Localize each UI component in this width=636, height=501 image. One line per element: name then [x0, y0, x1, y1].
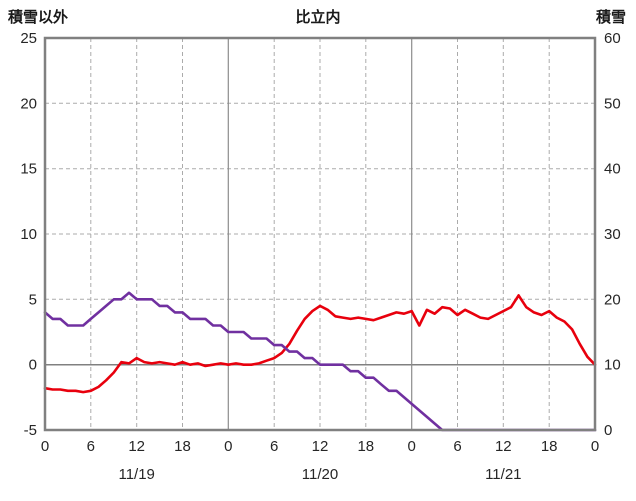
svg-text:12: 12: [128, 438, 145, 455]
svg-text:11/21: 11/21: [485, 466, 521, 483]
svg-text:20: 20: [604, 291, 621, 308]
svg-text:0: 0: [604, 422, 612, 439]
svg-text:0: 0: [591, 438, 599, 455]
svg-text:0: 0: [408, 438, 416, 455]
svg-text:18: 18: [357, 438, 374, 455]
svg-text:18: 18: [541, 438, 558, 455]
right-axis-title: 積雪: [595, 9, 626, 26]
svg-text:60: 60: [604, 30, 621, 47]
svg-text:0: 0: [224, 438, 232, 455]
svg-text:6: 6: [270, 438, 278, 455]
svg-text:10: 10: [604, 357, 621, 374]
svg-text:10: 10: [20, 226, 37, 243]
svg-text:12: 12: [312, 438, 329, 455]
svg-text:6: 6: [87, 438, 95, 455]
svg-text:0: 0: [29, 357, 37, 374]
svg-text:50: 50: [604, 95, 621, 112]
svg-text:11/20: 11/20: [302, 466, 338, 483]
svg-text:6: 6: [453, 438, 461, 455]
svg-text:30: 30: [604, 226, 621, 243]
left-axis-title: 積雪以外: [8, 9, 69, 26]
svg-text:25: 25: [20, 30, 37, 47]
svg-text:20: 20: [20, 95, 37, 112]
svg-text:5: 5: [29, 291, 37, 308]
svg-text:15: 15: [20, 161, 37, 178]
svg-text:18: 18: [174, 438, 191, 455]
svg-text:-5: -5: [24, 422, 37, 439]
svg-text:0: 0: [41, 438, 49, 455]
svg-text:12: 12: [495, 438, 512, 455]
svg-text:40: 40: [604, 161, 621, 178]
chart-title: 比立内: [295, 9, 341, 26]
svg-text:11/19: 11/19: [118, 466, 154, 483]
